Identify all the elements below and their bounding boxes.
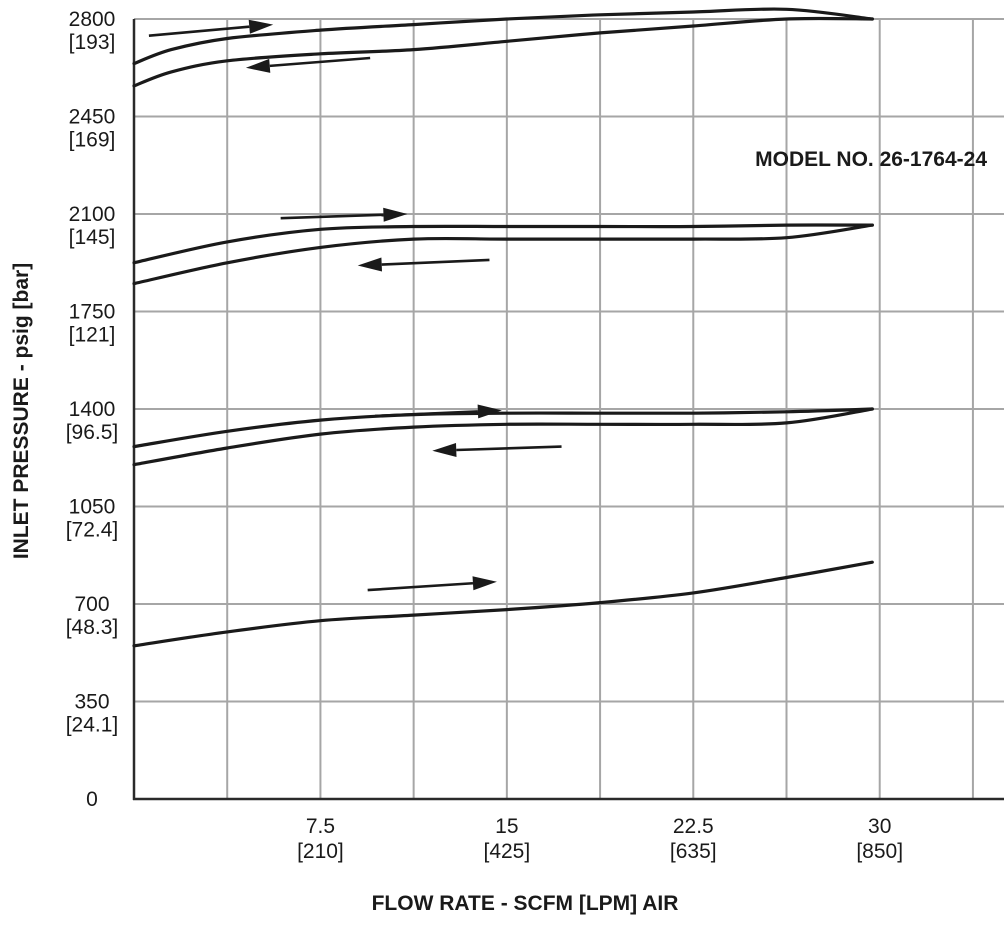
arrow-shaft: [367, 581, 474, 592]
y-tick-sublabel: [48.3]: [66, 616, 119, 639]
y-tick-sublabel: [24.1]: [66, 714, 119, 737]
x-tick-sublabel: [210]: [297, 840, 344, 863]
arrow-head: [357, 257, 382, 272]
arrow-head: [248, 19, 274, 34]
y-tick-label: 1050: [69, 496, 116, 519]
x-tick-sublabel: [850]: [856, 840, 903, 863]
arrow-shaft: [381, 258, 490, 266]
y-tick-sublabel: [121]: [69, 324, 116, 347]
direction-arrow: [357, 257, 490, 272]
y-tick-label: 0: [86, 788, 98, 811]
y-tick-sublabel: [145]: [69, 226, 116, 249]
x-tick-sublabel: [635]: [670, 840, 717, 863]
direction-arrow: [367, 576, 497, 592]
arrow-head: [245, 58, 271, 73]
series-line: [132, 16, 874, 88]
y-tick-sublabel: [193]: [69, 31, 116, 54]
series-line: [132, 223, 874, 265]
y-tick-sublabel: [96.5]: [66, 421, 119, 444]
arrow-head: [477, 404, 502, 419]
x-tick-label: 7.5: [306, 815, 335, 838]
x-tick-sublabel: [425]: [483, 840, 530, 863]
arrow-shaft: [375, 410, 478, 418]
direction-arrow: [432, 443, 562, 457]
arrow-shaft: [280, 213, 384, 220]
arrow-shaft: [269, 56, 371, 68]
direction-arrows: [148, 19, 562, 592]
series-line: [132, 407, 874, 467]
y-tick-label: 1750: [69, 301, 116, 324]
series-line: [132, 223, 874, 286]
y-tick-label: 2800: [69, 8, 116, 31]
direction-arrow: [245, 56, 371, 73]
x-tick-label: 15: [495, 815, 518, 838]
arrow-head: [383, 207, 408, 222]
direction-arrow: [280, 207, 408, 222]
arrow-shaft: [148, 25, 250, 38]
y-tick-label: 2100: [69, 203, 116, 226]
y-tick-sublabel: [72.4]: [66, 519, 119, 542]
series-line: [132, 7, 874, 66]
y-tick-label: 700: [74, 593, 109, 616]
y-tick-label: 350: [74, 691, 109, 714]
y-tick-label: 1400: [69, 398, 116, 421]
axes: [132, 19, 1004, 801]
y-axis-title: INLET PRESSURE - psig [bar]: [10, 263, 33, 559]
series-line: [132, 560, 874, 648]
tick-labels: 0 350[24.1] 700[48.3] 1050[72.4] 1400[96.5] 1…: [66, 8, 903, 863]
series-line: [132, 407, 874, 449]
arrow-head: [472, 576, 497, 591]
x-axis-title: FLOW RATE - SCFM [LPM] AIR: [372, 892, 679, 915]
series-curves: [132, 7, 874, 648]
direction-arrow: [375, 404, 502, 419]
x-tick-label: 30: [868, 815, 891, 838]
y-tick-sublabel: [169]: [69, 129, 116, 152]
model-number-annotation: MODEL NO. 26-1764-24: [755, 148, 987, 171]
y-tick-label: 2450: [69, 106, 116, 129]
x-tick-label: 22.5: [673, 815, 714, 838]
arrow-head: [432, 443, 457, 457]
arrow-shaft: [456, 445, 562, 452]
direction-arrow: [148, 19, 274, 38]
